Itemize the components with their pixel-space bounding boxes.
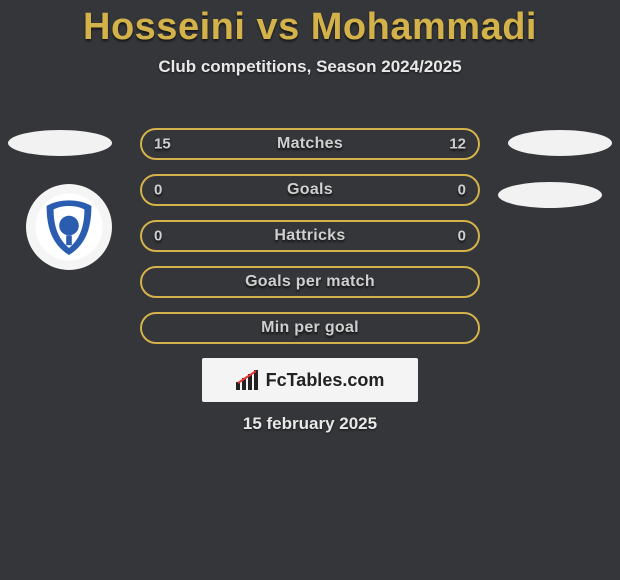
brand-label: FcTables.com [266,370,385,391]
stat-right-value: 0 [458,182,466,199]
stat-label: Hattricks [274,227,345,245]
shield-crest-icon [34,192,104,262]
stat-left-value: 0 [154,182,162,199]
stat-right-value: 12 [449,136,466,153]
player-right-oval-1 [508,130,612,156]
stat-label: Goals per match [245,273,375,291]
player-left-oval [8,130,112,156]
page-title: Hosseini vs Mohammadi [0,6,620,49]
bar-chart-icon [236,370,260,390]
page-subtitle: Club competitions, Season 2024/2025 [0,57,620,77]
stat-left-value: 15 [154,136,171,153]
brand-box[interactable]: FcTables.com [202,358,418,402]
stat-row-min-per-goal: Min per goal [140,312,480,344]
stat-row-hattricks: 0 Hattricks 0 [140,220,480,252]
stats-rows: 15 Matches 12 0 Goals 0 0 Hattricks 0 Go… [140,128,480,358]
stat-left-value: 0 [154,228,162,245]
player-right-oval-2 [498,182,602,208]
stat-row-goals-per-match: Goals per match [140,266,480,298]
date-label: 15 february 2025 [0,414,620,434]
stat-row-goals: 0 Goals 0 [140,174,480,206]
stat-label: Goals [287,181,333,199]
stat-row-matches: 15 Matches 12 [140,128,480,160]
stat-right-value: 0 [458,228,466,245]
stat-label: Min per goal [261,319,359,337]
club-badge-left [26,184,112,270]
stat-label: Matches [277,135,343,153]
